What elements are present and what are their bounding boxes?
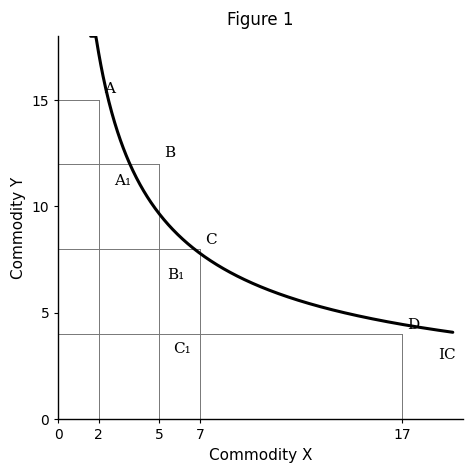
Text: A₁: A₁ bbox=[115, 174, 132, 188]
Text: IC: IC bbox=[438, 348, 456, 363]
Text: B₁: B₁ bbox=[167, 268, 184, 282]
Text: B: B bbox=[164, 146, 176, 160]
Text: C₁: C₁ bbox=[173, 342, 191, 356]
Text: A: A bbox=[104, 82, 115, 96]
Title: Figure 1: Figure 1 bbox=[228, 11, 294, 29]
Text: D: D bbox=[407, 318, 419, 332]
Text: C: C bbox=[205, 233, 217, 247]
Y-axis label: Commodity Y: Commodity Y bbox=[11, 177, 26, 279]
X-axis label: Commodity X: Commodity X bbox=[209, 448, 312, 463]
